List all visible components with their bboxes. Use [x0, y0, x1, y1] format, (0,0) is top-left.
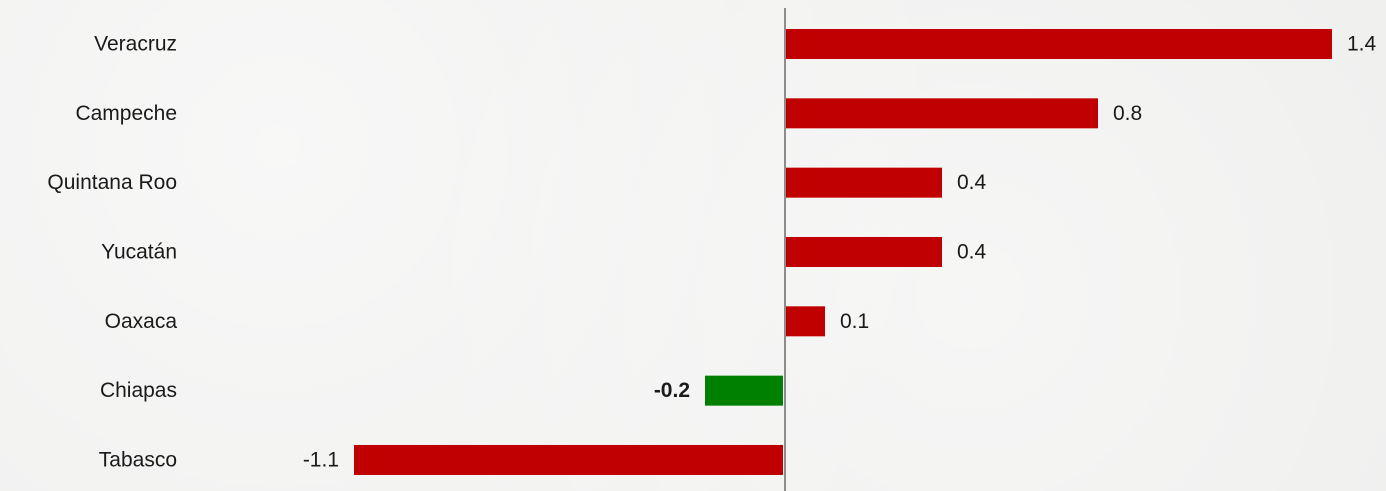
category-labels: Veracruz Campeche Quintana Roo Yucatán Oaxac…: [47, 33, 177, 472]
bar-chiapas: [705, 375, 783, 406]
bar-veracruz: [786, 29, 1332, 59]
bar-tabasco: [354, 444, 783, 475]
value-labels: 1.4 0.8 0.4 0.4 0.1 -0.2 -1.1: [303, 33, 1377, 472]
value-label-yucatan: 0.4: [957, 240, 987, 263]
category-label-veracruz: Veracruz: [94, 33, 177, 56]
bars: [354, 29, 1332, 475]
category-label-oaxaca: Oaxaca: [105, 310, 178, 333]
value-label-veracruz: 1.4: [1347, 33, 1377, 56]
category-label-quintana-roo: Quintana Roo: [47, 171, 177, 194]
bar-oaxaca: [786, 306, 825, 337]
bar-yucatan: [786, 236, 942, 267]
value-label-tabasco: -1.1: [303, 448, 339, 471]
bar-campeche: [786, 98, 1098, 129]
category-label-chiapas: Chiapas: [100, 379, 177, 402]
value-label-quintana-roo: 0.4: [957, 171, 987, 194]
category-label-campeche: Campeche: [75, 102, 177, 125]
value-label-chiapas: -0.2: [654, 379, 690, 402]
value-label-campeche: 0.8: [1113, 102, 1142, 125]
category-label-yucatan: Yucatán: [101, 240, 177, 263]
category-label-tabasco: Tabasco: [99, 448, 177, 471]
bar-quintana-roo: [786, 167, 942, 198]
value-label-oaxaca: 0.1: [840, 310, 869, 333]
